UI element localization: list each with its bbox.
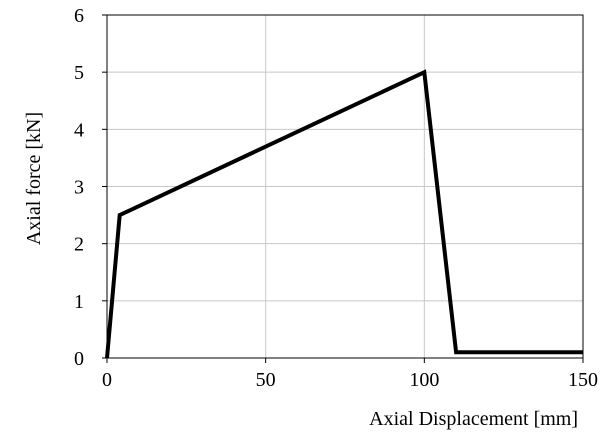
x-tick-label: 150 bbox=[568, 369, 598, 391]
y-tick-label: 0 bbox=[74, 348, 84, 370]
x-tick-label: 50 bbox=[256, 369, 276, 391]
x-axis-ticks: 0 50 100 150 bbox=[102, 358, 598, 391]
y-axis-ticks: 0 1 2 3 4 5 6 bbox=[74, 5, 107, 370]
y-tick-label: 3 bbox=[74, 177, 84, 199]
y-tick-label: 5 bbox=[74, 62, 84, 84]
y-axis-label: Axial force [kN] bbox=[23, 112, 45, 245]
x-axis-label: Axial Displacement [mm] bbox=[369, 408, 578, 430]
y-tick-label: 2 bbox=[74, 234, 84, 256]
series-group bbox=[105, 69, 583, 359]
y-tick-label: 6 bbox=[74, 5, 84, 27]
x-tick-label: 100 bbox=[409, 369, 439, 391]
x-tick-label: 0 bbox=[102, 369, 112, 391]
y-tick-label: 1 bbox=[74, 291, 84, 313]
y-tick-label: 4 bbox=[74, 119, 84, 141]
series-line bbox=[105, 69, 583, 359]
